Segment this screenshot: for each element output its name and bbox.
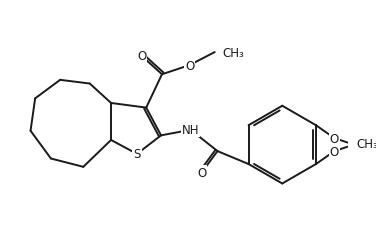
- Text: CH₃: CH₃: [222, 46, 244, 59]
- Text: S: S: [133, 148, 141, 161]
- Text: CH₃: CH₃: [357, 138, 376, 151]
- Text: O: O: [330, 132, 339, 145]
- Text: CH₃: CH₃: [357, 140, 376, 152]
- Text: O: O: [137, 50, 146, 63]
- Text: NH: NH: [182, 124, 199, 137]
- Text: O: O: [197, 166, 206, 179]
- Text: O: O: [185, 59, 194, 72]
- Text: O: O: [330, 145, 339, 158]
